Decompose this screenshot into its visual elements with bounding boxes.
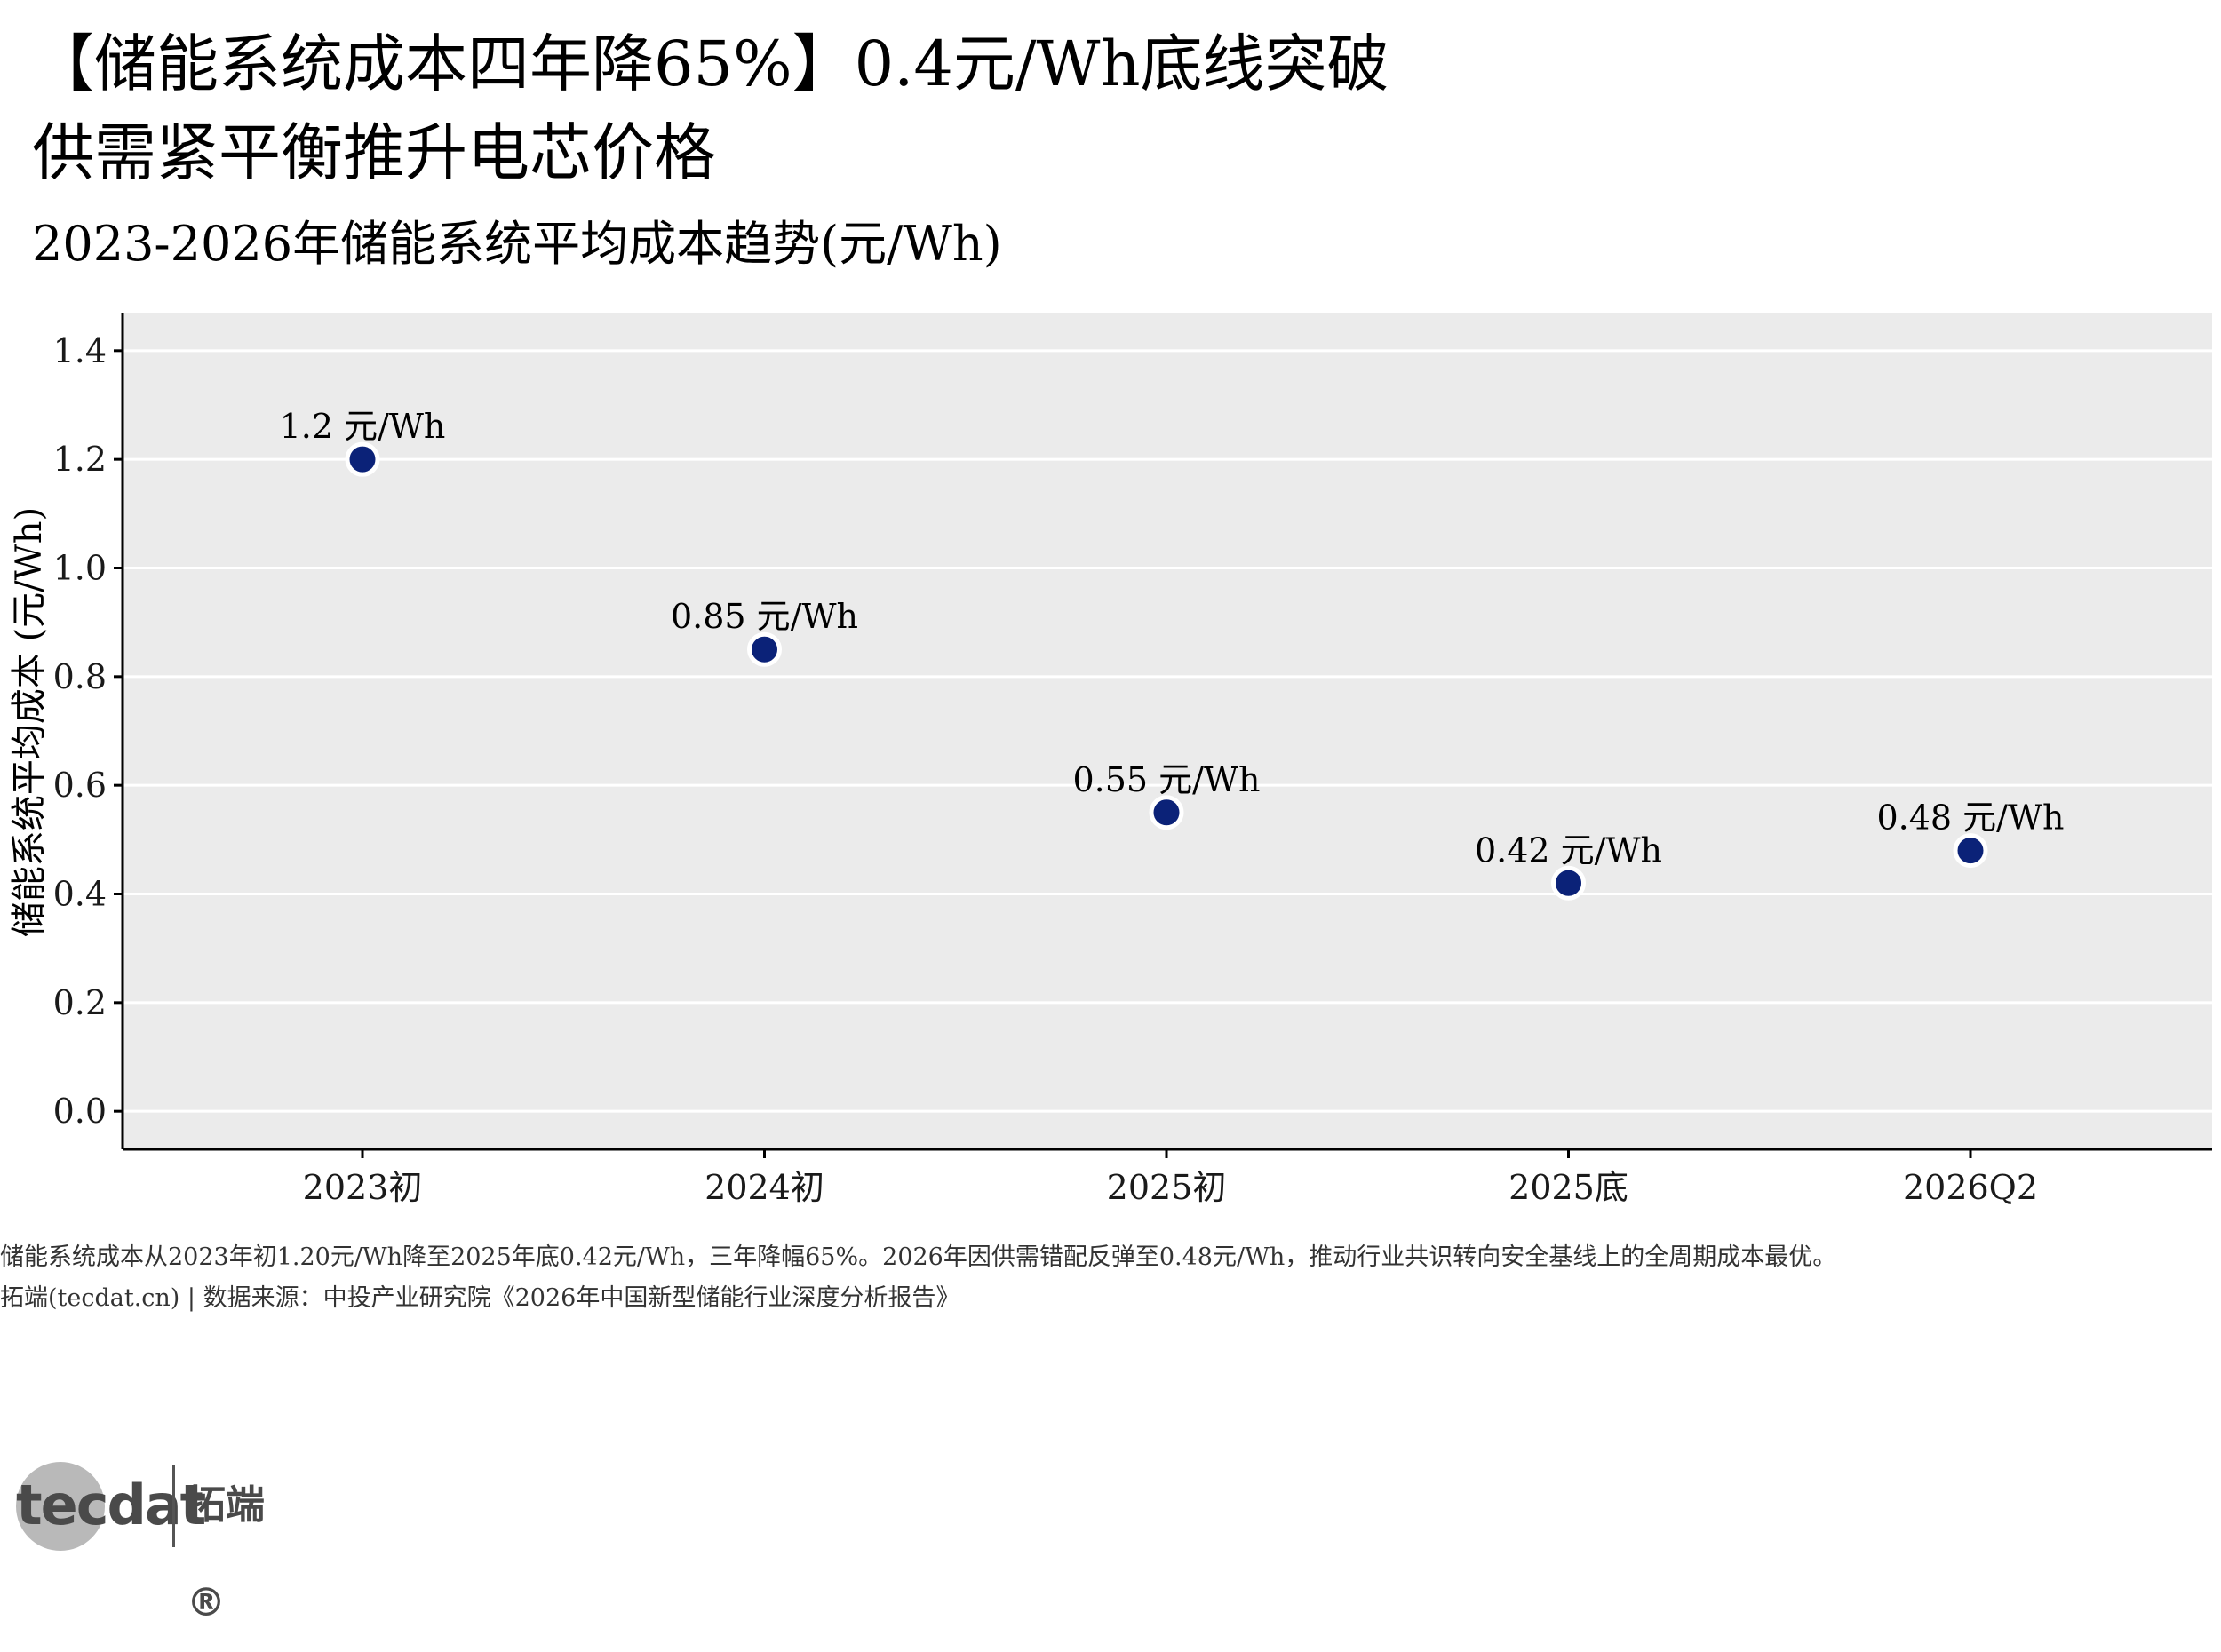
data-point xyxy=(1149,795,1184,830)
chart-title-line-2: 供需紧平衡推升电芯价格 xyxy=(32,116,716,189)
cost-scatter-chart: 0.0 0.2 0.4 0.6 0.8 1.0 1.2 1.4 2023初 2024初 2025初 2… xyxy=(9,313,2212,1207)
chart-subtitle: 2023-2026年储能系统平均成本趋势(元/Wh) xyxy=(32,216,1002,272)
tecdat-logo: tecdat 拓端® xyxy=(12,1457,297,1625)
y-axis-title: 储能系统平均成本 (元/Wh) xyxy=(9,507,50,937)
logo-chinese-mark: 拓端® xyxy=(187,1482,265,1625)
x-tick-label: 2023初 xyxy=(303,1168,423,1207)
data-point xyxy=(345,441,380,477)
x-tick-label: 2024初 xyxy=(705,1168,824,1207)
y-tick-label: 0.2 xyxy=(53,983,107,1022)
y-tick-label: 1.2 xyxy=(53,440,107,479)
data-label: 0.48 元/Wh xyxy=(1876,798,2064,838)
data-label: 0.42 元/Wh xyxy=(1475,830,1662,870)
data-point xyxy=(1551,865,1586,901)
y-tick-label: 0.8 xyxy=(53,657,107,696)
chart-title-line-1: 【储能系统成本四年降65%】0.4元/Wh底线突破 xyxy=(32,28,1389,100)
data-label: 0.85 元/Wh xyxy=(671,597,858,636)
plot-panel xyxy=(123,313,2212,1149)
x-tick-label: 2026Q2 xyxy=(1903,1168,2038,1207)
logo-divider xyxy=(172,1465,175,1547)
y-tick-label: 0.4 xyxy=(53,875,107,914)
chart-title: 【储能系统成本四年降65%】0.4元/Wh底线突破 供需紧平衡推升电芯价格 xyxy=(32,20,1389,197)
data-point xyxy=(747,631,782,667)
y-tick-label: 0.0 xyxy=(53,1092,107,1131)
logo-circle-mark xyxy=(16,1462,105,1551)
caption-source: 拓端(tecdat.cn) | 数据来源：中投产业研究院《2026年中国新型储能… xyxy=(0,1284,960,1312)
y-tick-label: 0.6 xyxy=(53,766,107,805)
data-label: 1.2 元/Wh xyxy=(280,407,446,446)
caption-note: 储能系统成本从2023年初1.20元/Wh降至2025年底0.42元/Wh，三年… xyxy=(0,1243,1837,1271)
x-tick-label: 2025初 xyxy=(1107,1168,1227,1207)
logo-wordmark: tecdat xyxy=(16,1473,206,1537)
chart-caption: 储能系统成本从2023年初1.20元/Wh降至2025年底0.42元/Wh，三年… xyxy=(0,1237,1836,1319)
y-tick-label: 1.4 xyxy=(53,331,107,370)
data-point xyxy=(1953,833,1988,869)
data-label: 0.55 元/Wh xyxy=(1072,760,1260,799)
y-tick-label: 1.0 xyxy=(53,548,107,587)
x-tick-label: 2025底 xyxy=(1509,1168,1628,1207)
